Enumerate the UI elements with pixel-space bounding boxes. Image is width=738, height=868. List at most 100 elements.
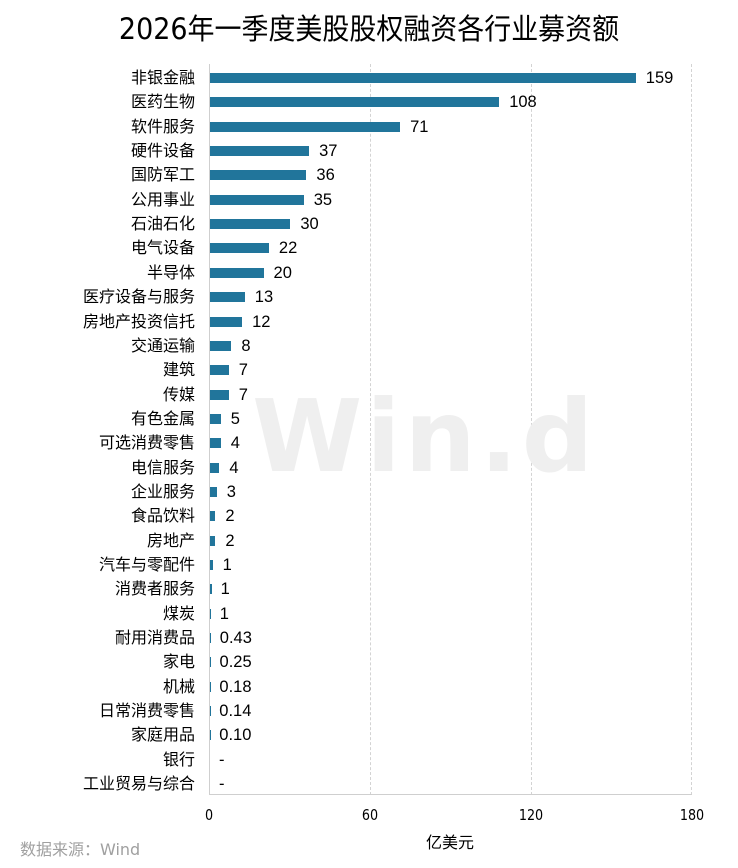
- bar-row: 电气设备 22: [0, 236, 738, 260]
- x-tick-60: 60: [361, 806, 379, 824]
- bar-row: 家庭用品 0.10: [0, 723, 738, 747]
- bar: [210, 486, 217, 497]
- bar: [210, 194, 304, 205]
- category-label: 家庭用品: [130, 725, 195, 745]
- bar-row: 银行 -: [0, 748, 738, 772]
- value-label: 7: [238, 385, 248, 404]
- category-label: 电气设备: [130, 238, 195, 258]
- value-label: 1: [222, 556, 232, 574]
- category-label: 耐用消费品: [114, 628, 195, 648]
- bar: [210, 340, 232, 351]
- value-label: -: [219, 750, 225, 769]
- bar: [210, 292, 245, 303]
- bar-row: 交通运输 8: [0, 334, 738, 358]
- chart-title: 2026年一季度美股股权融资各行业募资额: [118, 12, 620, 46]
- bar: [210, 219, 291, 230]
- bar-row: 建筑 7: [0, 358, 738, 382]
- category-label: 企业服务: [130, 481, 195, 501]
- value-label: 37: [319, 142, 338, 161]
- category-label: 软件服务: [130, 116, 195, 136]
- category-label: 有色金属: [130, 408, 195, 428]
- bar: [210, 121, 401, 132]
- category-label: 石油石化: [130, 214, 195, 234]
- value-label: 159: [645, 69, 674, 87]
- bar-row: 消费者服务 1: [0, 577, 738, 601]
- category-label: 公用事业: [130, 189, 195, 209]
- bar-row: 工业贸易与综合 -: [0, 772, 738, 796]
- bar-row: 非银金融 159: [0, 66, 738, 90]
- value-label: 22: [278, 239, 298, 258]
- value-label: 35: [313, 190, 333, 209]
- category-label: 房地产: [146, 530, 195, 550]
- bar-row: 医疗设备与服务 13: [0, 285, 738, 309]
- bar-row: 企业服务 3: [0, 480, 738, 504]
- category-label: 建筑: [162, 360, 195, 380]
- bar: [210, 389, 229, 400]
- bar-row: 食品饮料 2: [0, 504, 738, 528]
- bar: [210, 438, 221, 449]
- bar-row: 日常消费零售 0.14: [0, 699, 738, 723]
- bar-row: 机械 0.18: [0, 675, 738, 699]
- value-label: 2: [225, 507, 235, 526]
- value-label: 0.10: [219, 726, 252, 745]
- value-label: 36: [316, 166, 335, 185]
- bar-row: 硬件设备 37: [0, 139, 738, 163]
- bar-row: 耐用消费品 0.43: [0, 626, 738, 650]
- bar: [210, 267, 264, 278]
- bar: [210, 584, 212, 595]
- category-label: 食品饮料: [130, 506, 195, 526]
- category-label: 国防军工: [130, 165, 195, 185]
- category-label: 半导体: [146, 262, 195, 282]
- x-axis-line: [209, 794, 692, 795]
- bar-row: 房地产 2: [0, 529, 738, 553]
- category-label: 煤炭: [162, 603, 195, 623]
- x-axis-label: 亿美元: [425, 833, 475, 852]
- value-label: 0.43: [219, 629, 252, 648]
- bar: [210, 73, 636, 83]
- value-label: 2: [225, 531, 235, 550]
- bar: [210, 365, 229, 376]
- bar: [210, 316, 243, 327]
- value-label: 0.25: [219, 653, 252, 672]
- category-label: 电信服务: [130, 457, 195, 477]
- category-label: 房地产投资信托: [82, 311, 195, 331]
- bar-row: 电信服务 4: [0, 456, 738, 480]
- bar: [210, 97, 500, 108]
- category-label: 医疗设备与服务: [82, 287, 195, 307]
- category-label: 消费者服务: [114, 579, 195, 599]
- category-label: 交通运输: [130, 335, 195, 355]
- value-label: 0.14: [219, 702, 252, 721]
- bar-row: 石油石化 30: [0, 212, 738, 236]
- value-label: 7: [238, 361, 248, 380]
- category-label: 家电: [162, 652, 195, 672]
- category-label: 硬件设备: [130, 141, 195, 161]
- bar-row: 汽车与零配件 1: [0, 553, 738, 577]
- bar-row: 房地产投资信托 12: [0, 310, 738, 334]
- value-label: 30: [300, 215, 319, 234]
- value-label: 8: [241, 336, 251, 355]
- value-label: 4: [230, 434, 240, 453]
- bar: [210, 535, 216, 546]
- category-label: 传媒: [162, 384, 195, 404]
- bar: [210, 413, 221, 424]
- value-label: -: [219, 775, 225, 794]
- x-tick-0: 0: [204, 806, 214, 824]
- bar: [210, 170, 307, 181]
- bar-row: 公用事业 35: [0, 188, 738, 212]
- wind-watermark: Win.d: [252, 378, 598, 495]
- value-label: 3: [226, 482, 236, 501]
- bar: [210, 633, 211, 644]
- plot-area: [209, 64, 692, 795]
- bar-row: 家电 0.25: [0, 650, 738, 674]
- value-label: 1: [219, 604, 229, 623]
- gridline-60: [370, 64, 371, 795]
- bar-row: 有色金属 5: [0, 407, 738, 431]
- bar-row: 医药生物 108: [0, 90, 738, 114]
- bar: [210, 657, 211, 668]
- bar: [210, 243, 269, 254]
- value-label: 5: [230, 409, 240, 428]
- x-tick-180: 180: [679, 806, 705, 824]
- bar: [210, 608, 211, 619]
- value-label: 20: [273, 263, 292, 282]
- value-label: 1: [220, 580, 230, 599]
